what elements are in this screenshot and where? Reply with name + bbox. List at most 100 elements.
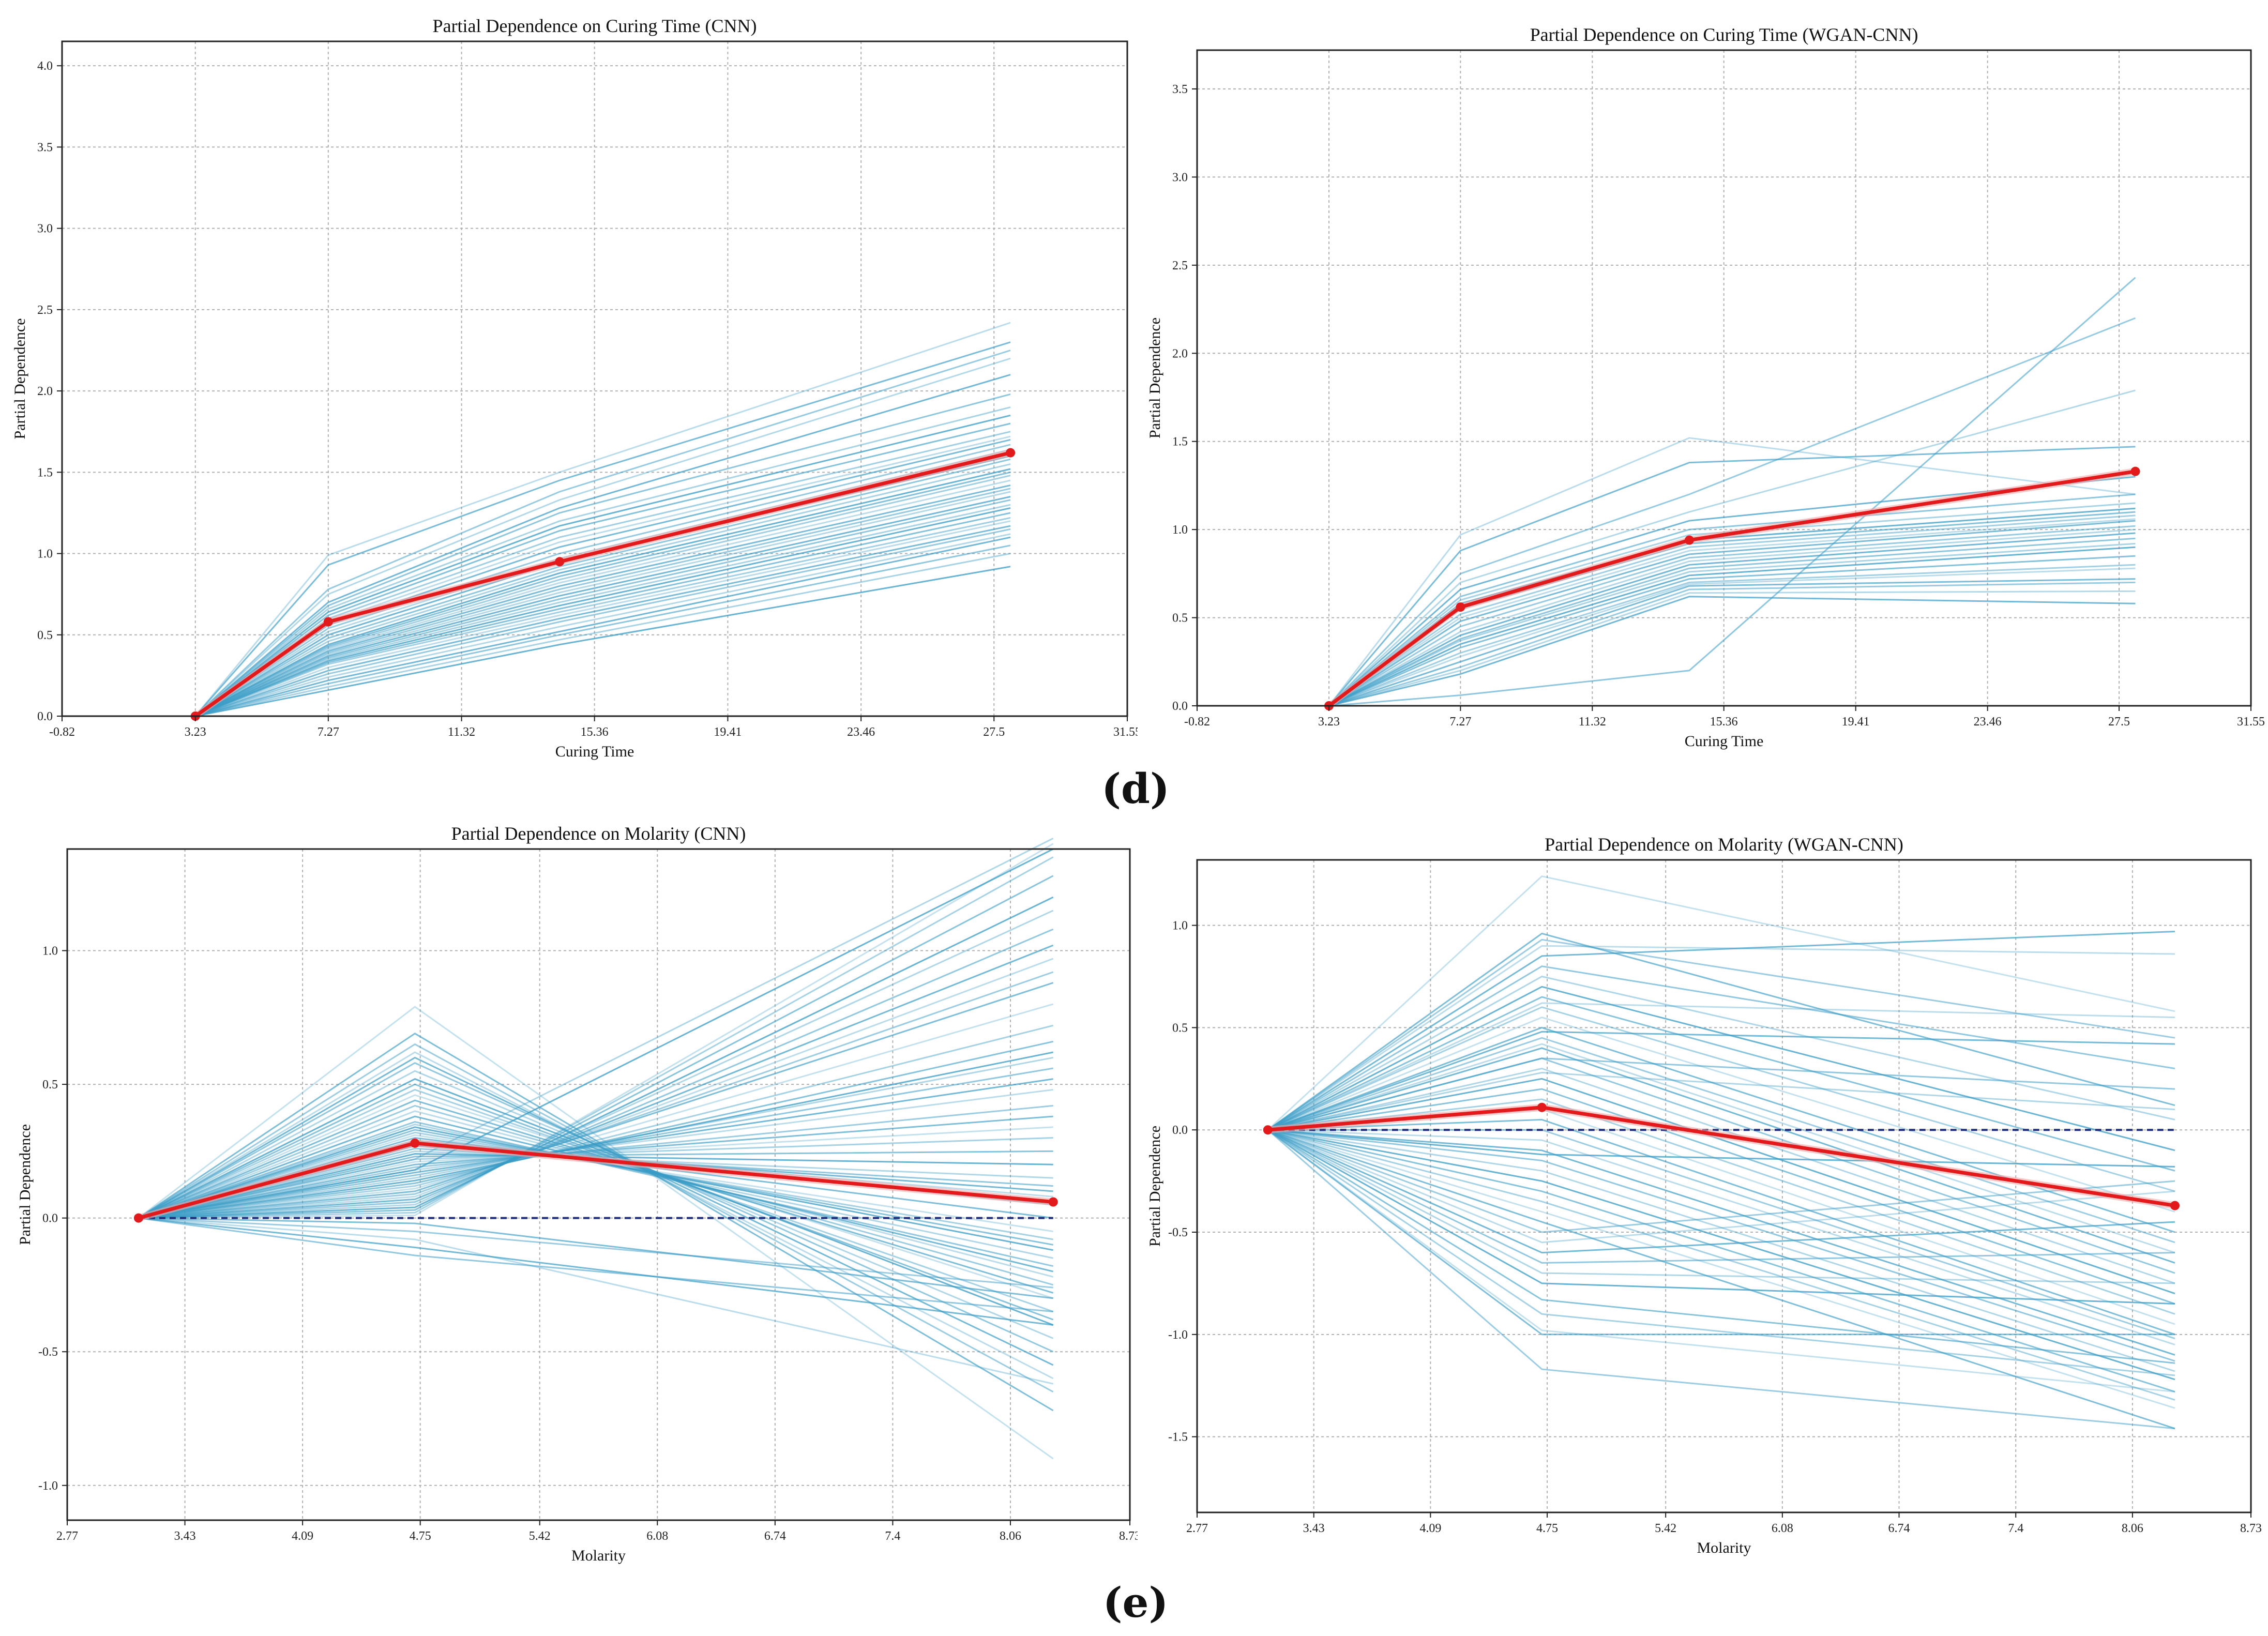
- ice-line: [1267, 1031, 2175, 1131]
- ice-line: [1267, 1047, 2175, 1264]
- x-tick-label: 8.73: [2240, 1522, 2262, 1535]
- mean-pd-point: [133, 1213, 143, 1223]
- plot-frame: [66, 848, 1131, 1521]
- ice-line: [194, 357, 1011, 717]
- ice-line: [195, 520, 1011, 717]
- x-tick-label: 3.23: [185, 725, 206, 739]
- y-tick-label: 0.0: [1172, 1124, 1188, 1137]
- ice-line: [1328, 578, 2136, 707]
- ice-line: [138, 1062, 1054, 1353]
- mean-pd-point: [2130, 466, 2140, 476]
- ice-line: [1328, 493, 2136, 707]
- ice-line: [1267, 1129, 2175, 1336]
- ice-line: [138, 910, 1054, 1219]
- ice-line: [138, 1129, 1053, 1246]
- ice-line: [1328, 317, 2136, 707]
- ice-line: [1267, 986, 2175, 1152]
- y-tick-label: 2.0: [1172, 347, 1188, 360]
- ice-line: [138, 1083, 1054, 1321]
- plot-frame: [1196, 859, 2252, 1513]
- ice-line: [1267, 1017, 2175, 1213]
- ice-line: [1328, 546, 2136, 707]
- x-tick-label: 3.43: [1303, 1522, 1325, 1535]
- ice-line: [138, 837, 1054, 1219]
- ice-line: [1267, 1129, 2175, 1233]
- ice-line: [138, 1043, 1054, 1393]
- x-tick-label: 4.75: [1536, 1522, 1558, 1535]
- ice-line: [1267, 1067, 2175, 1284]
- ice-line: [138, 1126, 1053, 1219]
- ice-line: [194, 463, 1011, 717]
- ice-line: [1328, 476, 2136, 707]
- x-tick-label: 19.41: [714, 725, 742, 739]
- ice-lines: [1328, 277, 2136, 707]
- ice-line: [1328, 555, 2136, 707]
- y-tick-label: 1.0: [1172, 919, 1188, 933]
- ice-line: [138, 1040, 1054, 1219]
- ice-line: [1328, 596, 2136, 707]
- ice-line: [138, 1003, 1054, 1219]
- x-tick-label: 6.08: [646, 1529, 668, 1543]
- ice-line: [138, 1006, 1054, 1460]
- ice-line: [194, 374, 1011, 717]
- ice-line: [1328, 437, 2136, 706]
- ice-line: [138, 1217, 1054, 1385]
- y-tick-label: -0.5: [1168, 1226, 1188, 1239]
- ice-line: [1267, 875, 2175, 1131]
- ice-line: [138, 1115, 1054, 1273]
- x-tick-label: 8.73: [1119, 1529, 1138, 1543]
- ice-line: [1267, 1002, 2175, 1131]
- y-tick-label: 3.0: [1172, 171, 1188, 184]
- ice-line: [138, 1078, 1054, 1326]
- y-tick-label: -0.5: [38, 1345, 58, 1359]
- y-tick-label: 1.0: [37, 548, 53, 561]
- ice-line: [194, 406, 1011, 717]
- y-tick-label: 1.5: [1172, 435, 1188, 449]
- x-tick-label: 19.41: [1842, 715, 1870, 729]
- ice-line: [1328, 277, 2136, 707]
- chart-title: Partial Dependence on Molarity (WGAN-CNN…: [1545, 834, 1903, 855]
- ice-line: [138, 1217, 1053, 1289]
- ice-line: [1267, 1129, 2175, 1364]
- ice-line: [138, 1150, 1053, 1219]
- x-tick-label: 23.46: [847, 725, 875, 739]
- ice-line: [1267, 1129, 2175, 1356]
- chart-curing-time-wgan-cnn: -0.82 3.23 7.27 11.32 15.36 19.41 23.46 27.5 31.…: [1146, 24, 2265, 750]
- ice-line: [138, 1088, 1054, 1313]
- y-tick-label: -1.0: [1168, 1328, 1188, 1342]
- y-tick-label: -1.0: [38, 1479, 58, 1493]
- ice-line: [138, 971, 1054, 1219]
- ice-line: [194, 341, 1011, 717]
- ice-line: [1267, 1129, 2175, 1346]
- mean-pd-point: [1048, 1197, 1058, 1207]
- y-tick-label: 1.0: [42, 945, 58, 958]
- ice-line: [195, 471, 1011, 717]
- chart-title: Partial Dependence on Curing Time (CNN): [433, 16, 757, 36]
- ice-line: [138, 1051, 1053, 1219]
- x-tick-label: -0.82: [1184, 715, 1210, 729]
- y-axis-label: Partial Dependence: [17, 1124, 34, 1245]
- y-tick-label: 0.5: [1172, 612, 1188, 625]
- mean-pd-point: [1456, 602, 1465, 612]
- ice-line: [138, 982, 1054, 1219]
- ice-line: [1328, 518, 2136, 707]
- ice-line: [195, 512, 1011, 717]
- ice-line: [138, 1051, 1054, 1380]
- ice-line: [1328, 564, 2136, 707]
- y-tick-label: 2.5: [1172, 259, 1188, 272]
- x-axis-label: Molarity: [1697, 1539, 1751, 1556]
- ice-line: [1328, 389, 2136, 707]
- mean-pd-point: [1006, 448, 1016, 458]
- ice-line: [195, 533, 1011, 717]
- ice-line: [1267, 1129, 2175, 1393]
- x-tick-label: 6.74: [764, 1529, 786, 1543]
- x-tick-label: 3.23: [1318, 715, 1340, 729]
- x-tick-label: 7.27: [317, 725, 339, 739]
- ice-line: [1267, 1129, 2175, 1430]
- ice-line: [194, 350, 1011, 717]
- mean-pd-point: [1537, 1102, 1547, 1112]
- ice-line: [138, 1217, 1053, 1313]
- x-tick-label: 7.27: [1449, 715, 1471, 729]
- ice-line: [1267, 1129, 2175, 1254]
